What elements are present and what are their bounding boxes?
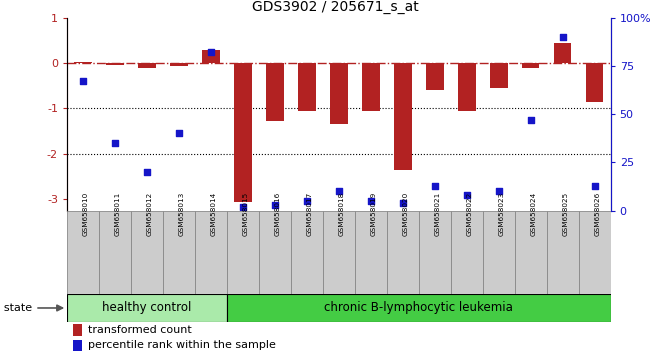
Bar	[163, 211, 195, 294]
Point	[174, 131, 185, 136]
Bar	[234, 63, 252, 201]
Bar	[522, 63, 539, 68]
Bar	[458, 63, 476, 111]
Point	[270, 202, 280, 208]
Text: GSM658023: GSM658023	[499, 192, 505, 236]
Bar	[554, 43, 572, 63]
Text: healthy control: healthy control	[103, 302, 192, 314]
Text: GSM658017: GSM658017	[307, 192, 313, 236]
Text: GDS3902 / 205671_s_at: GDS3902 / 205671_s_at	[252, 0, 419, 14]
Bar	[386, 211, 419, 294]
Text: chronic B-lymphocytic leukemia: chronic B-lymphocytic leukemia	[324, 302, 513, 314]
Point	[558, 34, 568, 40]
Text: GSM658012: GSM658012	[147, 192, 153, 236]
Point	[333, 189, 344, 194]
Bar	[426, 63, 444, 90]
Bar	[482, 211, 515, 294]
Text: GSM658014: GSM658014	[211, 192, 217, 236]
Bar	[362, 63, 380, 111]
Bar	[490, 63, 507, 88]
Bar	[259, 211, 291, 294]
Point	[589, 183, 600, 188]
Bar	[547, 211, 578, 294]
Point	[525, 117, 536, 123]
Point	[366, 198, 376, 204]
Bar	[138, 63, 156, 68]
Bar	[578, 211, 611, 294]
Bar	[227, 211, 259, 294]
Text: transformed count: transformed count	[88, 325, 191, 335]
Point	[493, 189, 504, 194]
Bar	[227, 294, 611, 322]
Bar	[355, 211, 386, 294]
Bar	[323, 211, 355, 294]
Bar	[298, 63, 315, 111]
Text: GSM658024: GSM658024	[531, 192, 537, 236]
Point	[462, 192, 472, 198]
Point	[205, 50, 216, 55]
Text: GSM658022: GSM658022	[467, 192, 473, 236]
Point	[238, 204, 248, 210]
Text: GSM658020: GSM658020	[403, 192, 409, 236]
Text: GSM658010: GSM658010	[83, 192, 89, 236]
Point	[429, 183, 440, 188]
Bar	[67, 211, 99, 294]
Bar	[266, 63, 284, 121]
Text: GSM658026: GSM658026	[595, 192, 601, 236]
Text: GSM658013: GSM658013	[179, 192, 185, 236]
Text: GSM658011: GSM658011	[115, 192, 121, 236]
Bar	[515, 211, 547, 294]
Bar	[202, 50, 220, 63]
Bar	[74, 62, 92, 63]
Bar	[99, 211, 131, 294]
Bar	[72, 324, 83, 336]
Bar	[131, 211, 163, 294]
Bar	[106, 63, 124, 65]
Bar	[394, 63, 411, 170]
Bar	[419, 211, 451, 294]
Text: disease state: disease state	[0, 303, 32, 313]
Bar	[67, 294, 227, 322]
Point	[301, 198, 312, 204]
Bar	[330, 63, 348, 124]
Text: GSM658019: GSM658019	[371, 192, 377, 236]
Text: GSM658016: GSM658016	[275, 192, 281, 236]
Bar	[291, 211, 323, 294]
Text: GSM658025: GSM658025	[563, 192, 568, 236]
Point	[142, 169, 152, 175]
Bar	[451, 211, 482, 294]
Bar	[72, 340, 83, 351]
Bar	[586, 63, 603, 102]
Text: GSM658021: GSM658021	[435, 192, 441, 236]
Text: GSM658015: GSM658015	[243, 192, 249, 236]
Point	[397, 200, 408, 206]
Text: percentile rank within the sample: percentile rank within the sample	[88, 340, 276, 350]
Text: GSM658018: GSM658018	[339, 192, 345, 236]
Point	[109, 140, 120, 146]
Point	[78, 79, 89, 84]
Bar	[195, 211, 227, 294]
Bar	[170, 63, 188, 66]
